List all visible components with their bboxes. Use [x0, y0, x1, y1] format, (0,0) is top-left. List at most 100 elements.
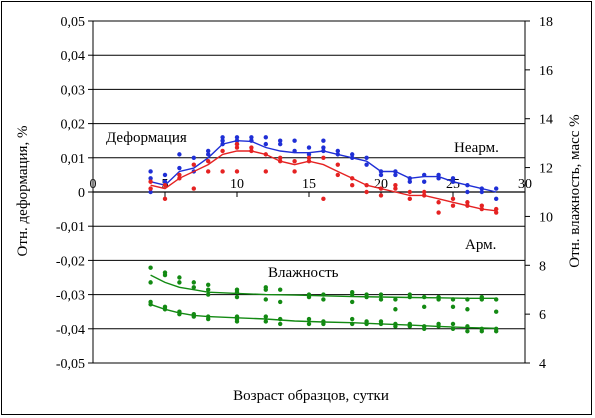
series-2-point	[234, 294, 240, 300]
series-0-point	[450, 179, 456, 184]
series-1-point	[234, 145, 240, 150]
data-marks	[148, 135, 499, 334]
y-right-tick-label: 14	[539, 113, 553, 128]
series-0-point	[234, 138, 240, 143]
series-2-point	[479, 294, 484, 300]
y-left-tick-label: 0,04	[61, 49, 86, 64]
series-1-point	[479, 203, 484, 208]
series-3-point	[306, 316, 312, 322]
series-0-point	[350, 152, 355, 157]
series-0-point	[321, 138, 326, 143]
series-3-point	[407, 324, 412, 329]
series-1-point	[162, 196, 168, 202]
series-0-point	[321, 148, 326, 154]
series-1-point	[335, 162, 340, 167]
series-3-point	[422, 326, 427, 331]
series-2-point	[450, 304, 456, 310]
series-0-point	[436, 176, 441, 181]
series-2-point	[263, 285, 268, 290]
series-2-trend-line	[150, 274, 497, 299]
series-0-point	[278, 141, 283, 147]
series-1-point	[220, 148, 225, 154]
series-3-point	[450, 321, 456, 327]
series-1-point	[148, 186, 153, 191]
y-left-tick-label: 0,02	[61, 118, 86, 133]
series-2-point	[162, 270, 168, 275]
y-left-tick-label: 0,05	[61, 15, 86, 30]
series-0-point	[177, 165, 182, 171]
series-0-point	[378, 169, 384, 174]
series-0-point	[162, 172, 168, 178]
series-3-point	[494, 329, 499, 334]
series-0-point	[263, 135, 268, 140]
series-3-point	[393, 324, 398, 329]
series-3-point	[263, 314, 268, 319]
series-1-point	[162, 182, 168, 188]
series-3-point	[278, 321, 283, 327]
series-0-point	[148, 169, 153, 174]
series-2-point	[206, 292, 211, 297]
series-0-point	[393, 169, 398, 174]
series-3-point	[364, 321, 369, 327]
series-2-point	[321, 292, 326, 297]
series-3-trend-line	[150, 303, 497, 329]
y-left-tick-label: -0,01	[56, 220, 85, 235]
series-0-point	[191, 155, 196, 160]
y-right-tick-label: 16	[539, 64, 553, 79]
series-2-point	[350, 299, 355, 305]
series-0-point	[465, 182, 470, 188]
series-2-point	[378, 292, 384, 297]
series-1-point	[407, 196, 412, 202]
series-2-point	[191, 280, 196, 285]
series-0-point	[335, 152, 340, 157]
series-1-point	[407, 189, 412, 195]
series-1-point	[206, 159, 211, 164]
series-0-point	[422, 179, 427, 184]
series-0-point	[292, 148, 297, 154]
annotation-reinforced: Арм.	[465, 237, 496, 253]
series-1-point	[177, 172, 182, 178]
series-1-point	[378, 186, 384, 191]
series-1-point	[234, 141, 240, 147]
series-1-point	[278, 159, 283, 164]
series-3-point	[465, 329, 470, 334]
series-3-point	[191, 314, 196, 319]
annotation-humidity: Влажность	[268, 265, 339, 281]
series-3-point	[177, 311, 182, 317]
series-0-point	[306, 152, 312, 157]
series-3-point	[465, 324, 470, 329]
series-2-point	[177, 275, 182, 280]
series-0-point	[407, 176, 412, 181]
series-1-point	[494, 210, 499, 215]
series-0-point	[350, 155, 355, 160]
series-1-point	[450, 196, 456, 202]
series-0-point	[407, 179, 412, 184]
y-left-tick-label: -0,04	[56, 323, 85, 338]
series-1-point	[206, 169, 211, 174]
series-1-point	[364, 182, 369, 188]
series-0-point	[465, 189, 470, 195]
series-1-point	[306, 159, 312, 164]
series-0-point	[162, 179, 168, 184]
series-2-point	[494, 297, 499, 302]
series-1-point	[350, 182, 355, 188]
series-2-point	[206, 282, 211, 288]
series-1-point	[191, 162, 196, 167]
series-1-point	[148, 179, 153, 184]
series-2-point	[422, 304, 427, 310]
series-0-point	[292, 138, 297, 143]
series-1-trend-line	[150, 150, 497, 212]
series-1-point	[350, 176, 355, 181]
series-2-point	[465, 307, 470, 312]
series-3-point	[479, 329, 484, 334]
y-right-tick-label: 18	[539, 15, 553, 30]
series-2-point	[364, 294, 369, 300]
series-1-point	[465, 200, 470, 205]
y-left-tick-label: -0,05	[56, 357, 85, 372]
series-2-point	[393, 307, 398, 312]
series-1-point	[450, 203, 456, 208]
series-1-point	[249, 145, 254, 150]
series-1-point	[220, 169, 225, 174]
series-2-point	[263, 297, 268, 302]
